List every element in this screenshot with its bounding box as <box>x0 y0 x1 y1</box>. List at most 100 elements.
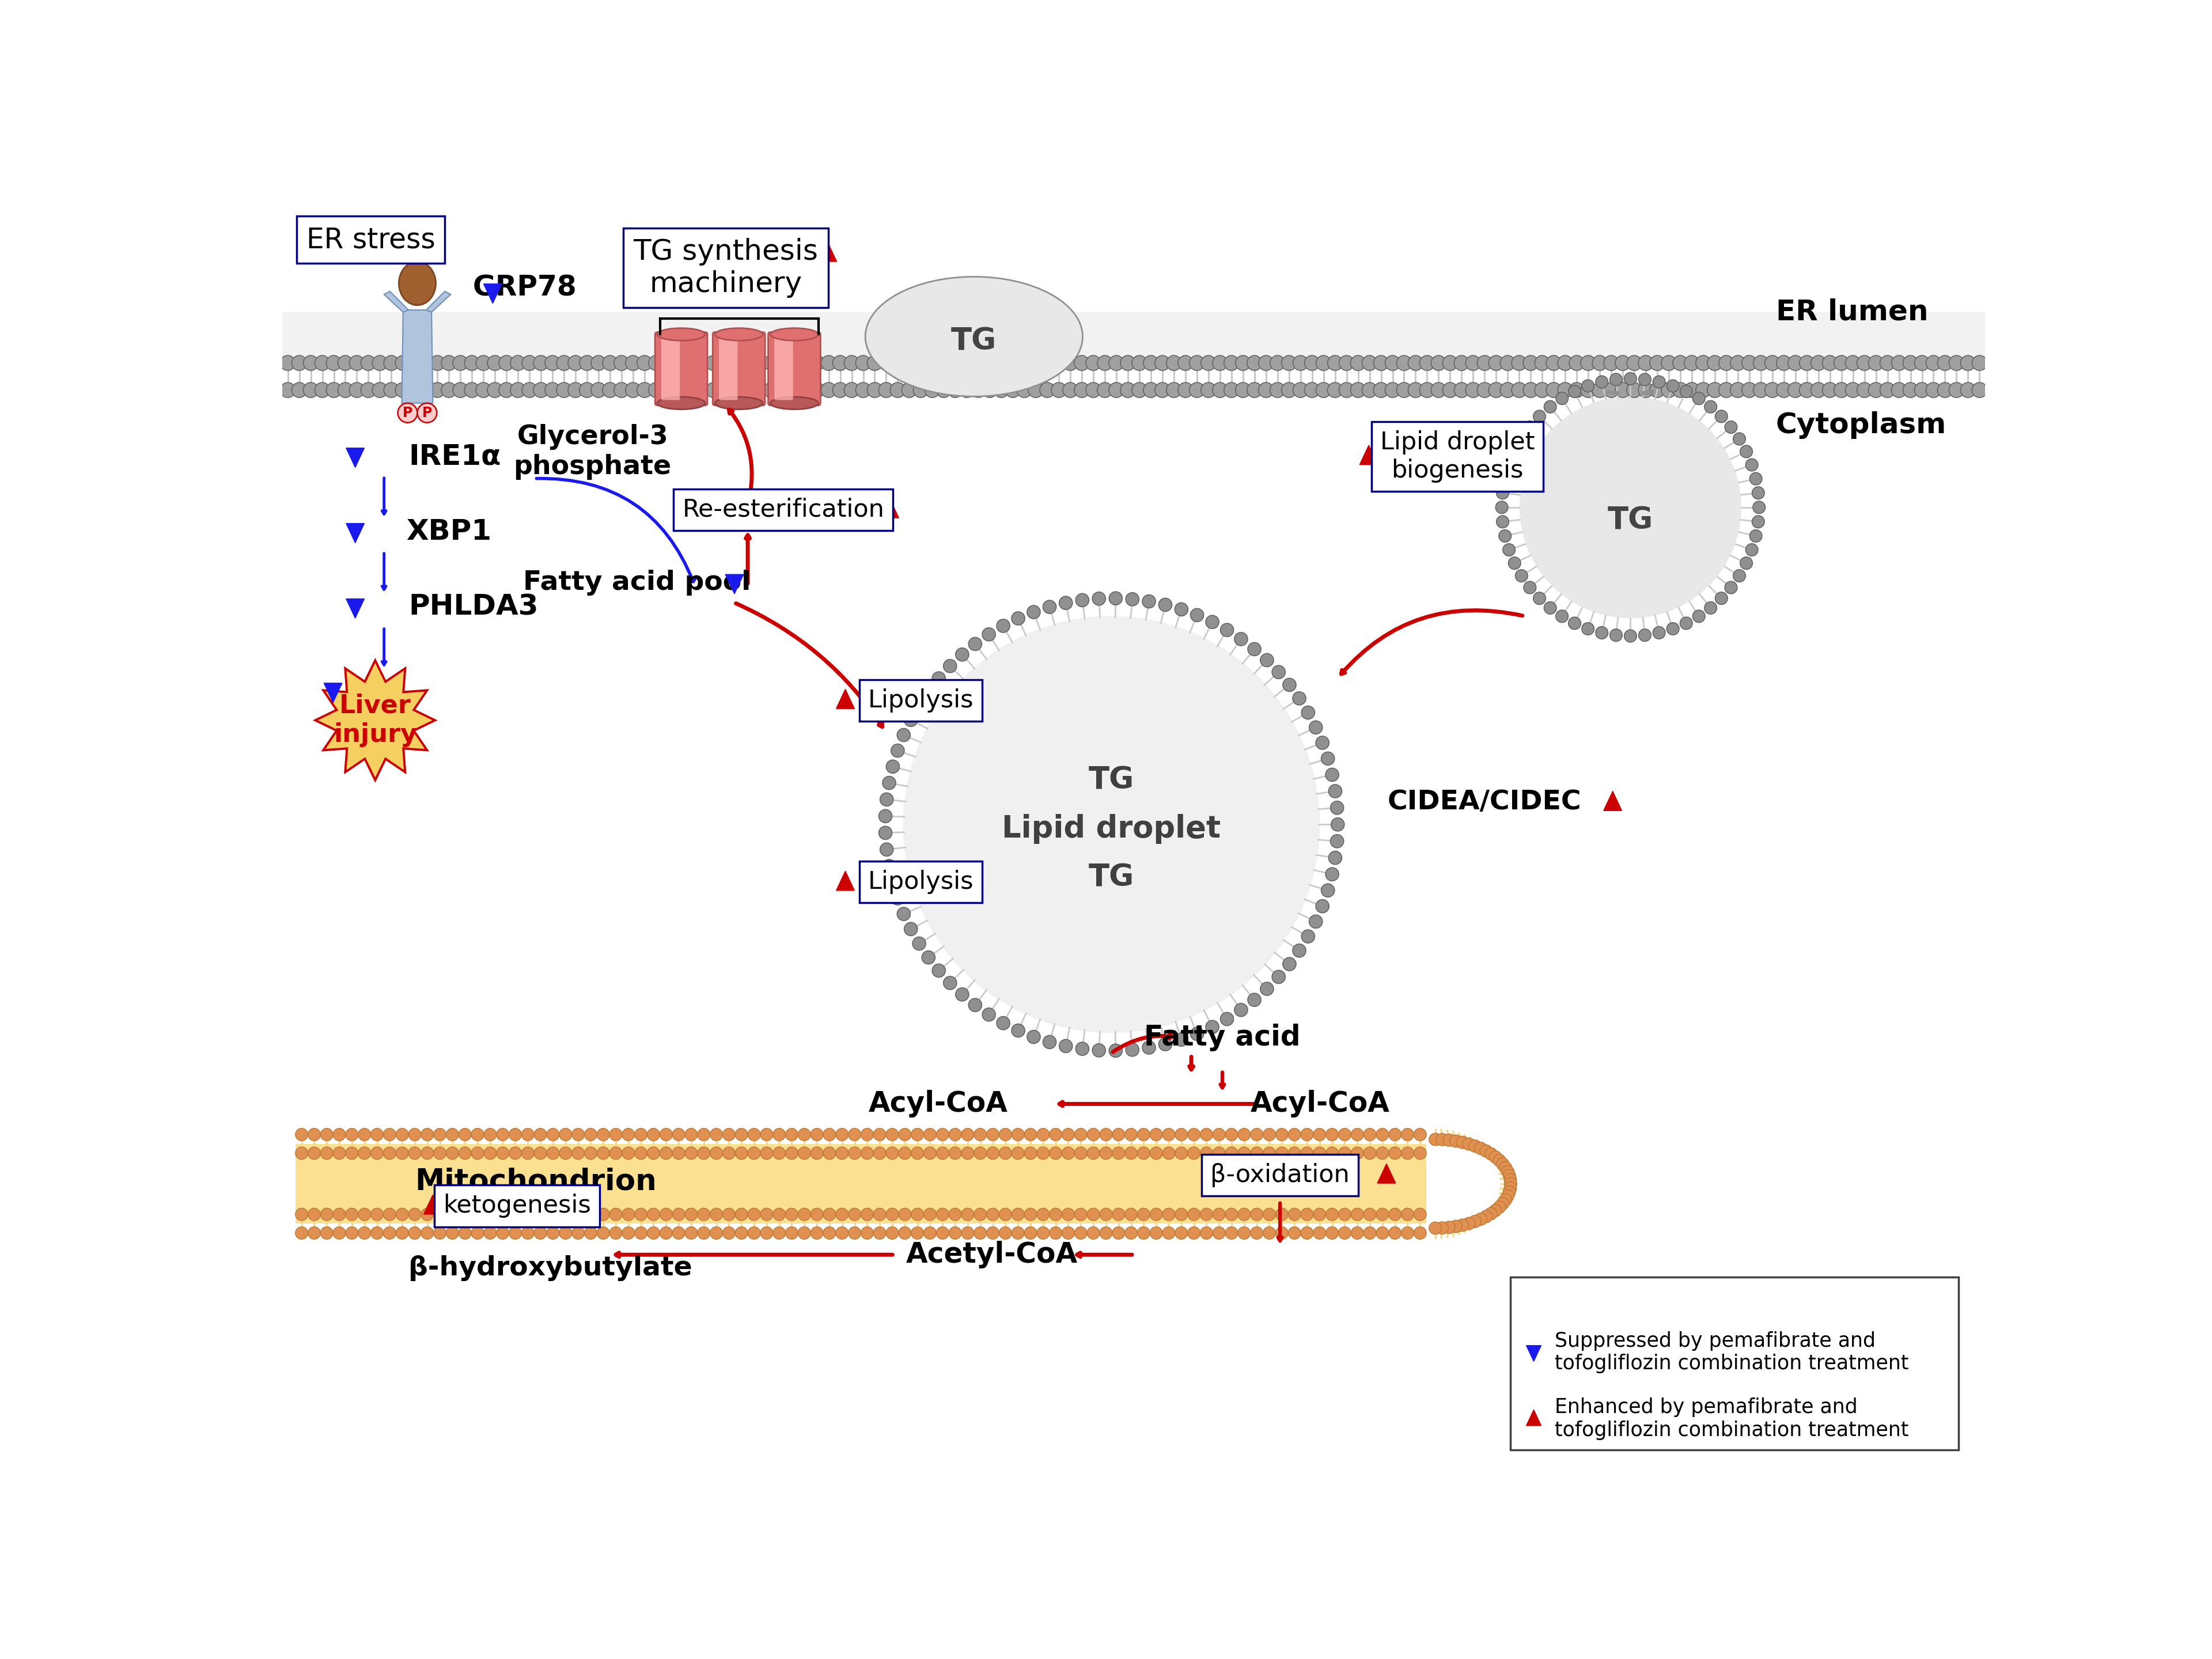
Circle shape <box>878 810 891 823</box>
Circle shape <box>1011 1024 1024 1037</box>
Circle shape <box>889 355 905 370</box>
Circle shape <box>484 1146 495 1160</box>
Circle shape <box>533 383 549 398</box>
Circle shape <box>821 355 836 370</box>
Circle shape <box>1745 458 1759 471</box>
Circle shape <box>1683 383 1699 398</box>
Circle shape <box>1524 421 1535 433</box>
Circle shape <box>314 355 330 370</box>
Circle shape <box>385 383 398 398</box>
Circle shape <box>1639 355 1652 370</box>
Ellipse shape <box>714 397 763 410</box>
Circle shape <box>1037 1128 1048 1141</box>
Circle shape <box>398 403 418 423</box>
Circle shape <box>911 1208 925 1221</box>
Circle shape <box>1048 1226 1062 1239</box>
Circle shape <box>1060 1040 1073 1053</box>
Circle shape <box>717 355 732 370</box>
Circle shape <box>372 1226 383 1239</box>
Circle shape <box>1305 383 1321 398</box>
Circle shape <box>1557 383 1573 398</box>
Circle shape <box>659 1226 672 1239</box>
Circle shape <box>648 355 664 370</box>
Circle shape <box>1042 601 1055 614</box>
Circle shape <box>1504 1170 1515 1181</box>
Circle shape <box>1402 1208 1413 1221</box>
Ellipse shape <box>400 262 434 304</box>
Circle shape <box>914 698 927 712</box>
Circle shape <box>1478 383 1493 398</box>
Circle shape <box>849 1208 860 1221</box>
Circle shape <box>1325 1128 1338 1141</box>
Circle shape <box>684 383 699 398</box>
Circle shape <box>1442 1135 1455 1146</box>
Circle shape <box>1462 1218 1475 1229</box>
Circle shape <box>1500 473 1511 484</box>
Circle shape <box>1024 1128 1037 1141</box>
Circle shape <box>345 1208 358 1221</box>
Circle shape <box>500 383 513 398</box>
Circle shape <box>741 383 757 398</box>
Circle shape <box>891 743 905 757</box>
Circle shape <box>465 355 480 370</box>
Circle shape <box>1327 383 1343 398</box>
Circle shape <box>1301 1208 1314 1221</box>
Circle shape <box>867 383 883 398</box>
Circle shape <box>734 1128 748 1141</box>
Circle shape <box>487 383 502 398</box>
Circle shape <box>1568 383 1584 398</box>
Circle shape <box>672 1208 686 1221</box>
Circle shape <box>1301 929 1314 942</box>
Circle shape <box>1166 355 1181 370</box>
FancyBboxPatch shape <box>655 332 708 405</box>
Circle shape <box>723 1146 734 1160</box>
Circle shape <box>1024 1226 1037 1239</box>
Circle shape <box>1891 355 1907 370</box>
Circle shape <box>584 1146 597 1160</box>
Polygon shape <box>310 231 327 251</box>
Circle shape <box>706 355 721 370</box>
Circle shape <box>1126 592 1139 606</box>
Circle shape <box>409 1226 420 1239</box>
Circle shape <box>1276 1146 1287 1160</box>
Circle shape <box>1099 1226 1113 1239</box>
Circle shape <box>476 383 491 398</box>
Circle shape <box>1913 383 1929 398</box>
Circle shape <box>573 1208 584 1221</box>
Circle shape <box>874 1226 887 1239</box>
Circle shape <box>1239 1226 1250 1239</box>
Text: Mitochondrion: Mitochondrion <box>416 1168 657 1196</box>
Circle shape <box>956 649 969 662</box>
Circle shape <box>1126 1226 1137 1239</box>
Text: GRP78: GRP78 <box>473 274 577 302</box>
Circle shape <box>383 1128 396 1141</box>
Circle shape <box>533 1208 546 1221</box>
Text: β-oxidation: β-oxidation <box>1210 1163 1349 1186</box>
Circle shape <box>860 1128 874 1141</box>
Polygon shape <box>836 871 854 891</box>
Circle shape <box>1329 785 1343 798</box>
Circle shape <box>1708 355 1723 370</box>
Circle shape <box>1484 1208 1498 1219</box>
Circle shape <box>1188 1128 1201 1141</box>
Circle shape <box>495 1226 509 1239</box>
Circle shape <box>396 355 411 370</box>
Circle shape <box>1442 383 1458 398</box>
Circle shape <box>772 1146 785 1160</box>
Circle shape <box>1221 624 1234 637</box>
Circle shape <box>597 1226 611 1239</box>
Circle shape <box>1604 383 1619 398</box>
Circle shape <box>898 1128 911 1141</box>
Circle shape <box>1442 355 1458 370</box>
Circle shape <box>1113 1208 1124 1221</box>
Circle shape <box>1086 355 1102 370</box>
Circle shape <box>874 1146 887 1160</box>
Circle shape <box>1301 1226 1314 1239</box>
Circle shape <box>1453 383 1469 398</box>
Circle shape <box>1719 383 1734 398</box>
Circle shape <box>560 1128 571 1141</box>
Circle shape <box>1431 355 1447 370</box>
Circle shape <box>1141 594 1155 609</box>
Circle shape <box>1681 385 1692 398</box>
Polygon shape <box>385 292 409 312</box>
